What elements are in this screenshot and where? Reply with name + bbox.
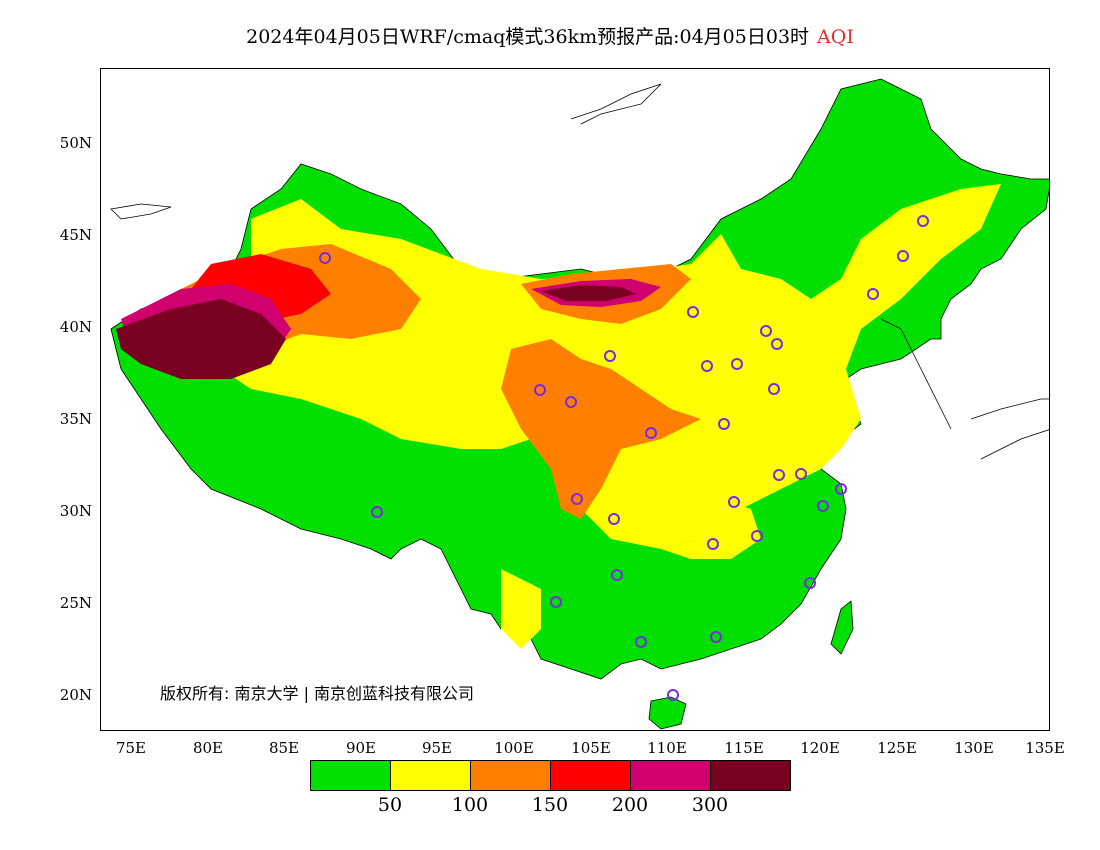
- city-marker: [611, 569, 623, 581]
- lon-label: 115E: [724, 739, 764, 757]
- city-marker: [550, 596, 562, 608]
- city-marker: [571, 493, 583, 505]
- legend-swatch: [471, 761, 551, 790]
- legend-label: 50: [377, 794, 403, 816]
- aqi-map: [110, 78, 1049, 730]
- city-marker: [760, 325, 772, 337]
- aqi-zone-orange-central: [501, 339, 701, 519]
- city-marker: [710, 631, 722, 643]
- map-title: 2024年04月05日WRF/cmaq模式36km预报产品:04月05日03时 A…: [0, 22, 1100, 49]
- city-marker: [371, 506, 383, 518]
- city-marker: [707, 538, 719, 550]
- legend-swatch: [391, 761, 471, 790]
- lake-baikal-outline: [570, 83, 662, 125]
- lat-label: 20N: [59, 686, 92, 704]
- aqi-zone-yellow-southeast: [661, 499, 761, 559]
- legend-swatch: [711, 761, 790, 790]
- lat-label: 50N: [59, 134, 92, 152]
- copyright-notice: 版权所有: 南京大学 | 南京创蓝科技有限公司: [160, 684, 475, 703]
- color-legend: [310, 760, 791, 791]
- city-marker: [867, 288, 879, 300]
- city-marker: [635, 636, 647, 648]
- lon-label: 110E: [647, 739, 687, 757]
- city-marker: [701, 360, 713, 372]
- city-marker: [687, 306, 699, 318]
- aqi-zone-maroon-north: [541, 285, 636, 301]
- legend-label: 300: [691, 794, 729, 816]
- city-marker: [565, 396, 577, 408]
- legend-label: 200: [611, 794, 649, 816]
- legend-swatch: [551, 761, 631, 790]
- korea-japan-coastline: [880, 318, 1049, 460]
- variable-label: AQI: [817, 26, 854, 48]
- lon-label: 120E: [800, 739, 840, 757]
- lon-label: 90E: [345, 739, 377, 757]
- lon-label: 105E: [571, 739, 611, 757]
- aqi-zone-yellow-north: [221, 184, 1001, 549]
- lon-label: 85E: [268, 739, 300, 757]
- map-title-text: 2024年04月05日WRF/cmaq模式36km预报产品:04月05日03时: [246, 26, 810, 48]
- city-marker: [667, 689, 679, 701]
- city-marker: [835, 483, 847, 495]
- city-marker: [534, 384, 546, 396]
- city-marker: [795, 468, 807, 480]
- city-marker: [731, 358, 743, 370]
- lon-label: 125E: [877, 739, 917, 757]
- legend-label: 100: [451, 794, 489, 816]
- city-marker: [604, 350, 616, 362]
- balkhash-outline: [110, 203, 172, 220]
- city-marker: [728, 496, 740, 508]
- city-marker: [319, 252, 331, 264]
- map-frame: [100, 68, 1050, 731]
- city-marker: [608, 513, 620, 525]
- city-marker: [773, 469, 785, 481]
- legend-swatch: [631, 761, 711, 790]
- hainan-island: [648, 696, 687, 730]
- lon-label: 95E: [421, 739, 453, 757]
- city-marker: [718, 418, 730, 430]
- city-station-markers: [319, 215, 929, 701]
- lat-label: 40N: [59, 318, 92, 336]
- lon-label: 100E: [494, 739, 534, 757]
- city-marker: [768, 383, 780, 395]
- taiwan-island: [830, 600, 854, 655]
- legend-label: 150: [531, 794, 569, 816]
- aqi-zone-maroon-taklimakan: [116, 299, 286, 379]
- city-marker: [804, 577, 816, 589]
- city-marker: [751, 530, 763, 542]
- legend-swatch: [311, 761, 391, 790]
- lat-label: 25N: [59, 594, 92, 612]
- lon-label: 80E: [192, 739, 224, 757]
- aqi-zone-yellow-south: [501, 569, 541, 649]
- lon-label: 130E: [954, 739, 994, 757]
- lon-label: 135E: [1025, 739, 1065, 757]
- city-marker: [897, 250, 909, 262]
- lat-label: 45N: [59, 226, 92, 244]
- lat-label: 30N: [59, 502, 92, 520]
- lon-label: 75E: [115, 739, 147, 757]
- city-marker: [645, 427, 657, 439]
- lat-label: 35N: [59, 410, 92, 428]
- city-marker: [817, 500, 829, 512]
- city-marker: [771, 338, 783, 350]
- city-marker: [917, 215, 929, 227]
